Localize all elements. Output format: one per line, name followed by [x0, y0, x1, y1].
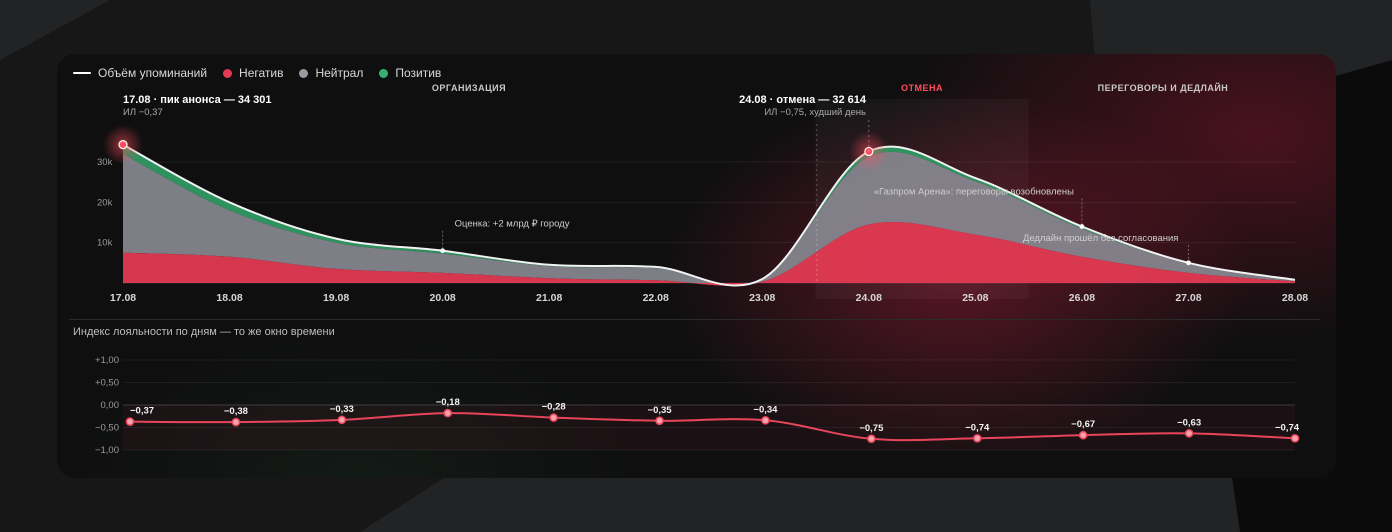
negative-zone	[123, 405, 1295, 450]
legend: Объём упоминаний Негатив Нейтрал Позитив	[73, 66, 457, 80]
legend-line-icon	[73, 72, 91, 74]
loyalty-value-label: −0,38	[224, 406, 248, 417]
loyalty-value-label: −0,74	[965, 422, 990, 433]
loyalty-y-tick-label: 0,00	[101, 400, 120, 411]
loyalty-point	[125, 417, 135, 426]
x-tick-label: 22.08	[643, 292, 669, 304]
phase-label-cancel: ОТМЕНА	[901, 83, 943, 93]
loyalty-value-label: −0,67	[1071, 419, 1095, 430]
loyalty-chart-title: Индекс лояльности по дням — то же окно в…	[73, 326, 335, 338]
annotation-point	[1079, 224, 1085, 229]
phase-label-negotiation: ПЕРЕГОВОРЫ И ДЕДЛАЙН	[1098, 82, 1229, 93]
x-tick-label: 21.08	[536, 292, 562, 304]
loyalty-point	[655, 416, 664, 426]
legend-dot-icon	[379, 68, 389, 78]
cancel-annotation-sub: ИЛ −0,75, худший день	[764, 107, 866, 118]
loyalty-value-label: −0,28	[542, 402, 566, 413]
loyalty-value-label: −0,34	[753, 404, 778, 415]
annotation-point	[440, 248, 446, 254]
legend-item-volume: Объём упоминаний	[73, 66, 207, 80]
annotation-label: Дедлайн прошёл без согласования	[1023, 233, 1179, 244]
loyalty-point	[443, 408, 453, 418]
loyalty-point	[231, 417, 241, 427]
area-neutral	[123, 151, 1295, 286]
area-positive	[123, 144, 1295, 286]
loyalty-value-label: −0,35	[648, 405, 673, 416]
chart-canvas: 10k 20k 30k 17.08 18.08 19.08 20.08 21.08 22.08 2…	[95, 82, 1308, 456]
loyalty-point	[761, 415, 770, 425]
legend-label-positive: Позитив	[395, 66, 442, 80]
highlight-point	[864, 146, 874, 157]
peak-annotation-sub: ИЛ −0,37	[123, 107, 163, 118]
legend-label-neutral: Нейтрал	[315, 66, 364, 80]
x-tick-label: 23.08	[749, 292, 775, 304]
area-negative	[123, 222, 1295, 286]
legend-label-negative: Негатив	[239, 66, 284, 80]
legend-label-volume: Объём упоминаний	[98, 66, 208, 80]
annotation-label: «Газпром Арена»: переговоры возобновлены	[874, 187, 1074, 198]
x-tick-label: 25.08	[962, 292, 988, 304]
loyalty-point	[1078, 430, 1088, 440]
loyalty-value-label: −0,63	[1177, 417, 1201, 428]
x-tick-label: 27.08	[1175, 292, 1201, 304]
loyalty-y-tick-label: −1,00	[95, 445, 119, 456]
x-tick-label: 24.08	[856, 292, 882, 304]
phase-label-organization: ОРГАНИЗАЦИЯ	[432, 83, 506, 93]
loyalty-point	[549, 413, 558, 422]
peak-annotation-title: 17.08 · пик анонса — 34 301	[123, 94, 272, 106]
annotation-label: Оценка: +2 млрд ₽ городу	[455, 219, 570, 230]
cancel-annotation-title: 24.08 · отмена — 32 614	[739, 94, 867, 106]
loyalty-line	[129, 412, 1296, 442]
x-tick-label: 18.08	[216, 292, 242, 304]
loyalty-y-tick-label: −0,50	[95, 423, 119, 434]
legend-dot-icon	[299, 68, 309, 78]
section-divider	[69, 319, 1320, 320]
loyalty-value-label: −0,33	[330, 404, 354, 415]
y-tick-label: 20k	[97, 197, 113, 208]
loyalty-point	[1290, 433, 1300, 443]
loyalty-point	[337, 415, 347, 425]
loyalty-point	[1184, 429, 1194, 438]
loyalty-value-label: −0,18	[436, 397, 460, 408]
annotation-point	[1186, 260, 1191, 266]
legend-item-neutral: Нейтрал	[299, 66, 363, 80]
loyalty-y-tick-label: +0,50	[95, 378, 119, 389]
x-tick-label: 19.08	[323, 292, 349, 304]
y-tick-label: 30k	[97, 157, 113, 168]
loyalty-value-label: −0,75	[859, 423, 884, 434]
legend-item-negative: Негатив	[223, 66, 283, 80]
loyalty-point	[972, 433, 982, 443]
loyalty-y-tick-label: +1,00	[95, 355, 119, 366]
legend-item-positive: Позитив	[379, 66, 441, 80]
x-tick-label: 26.08	[1069, 292, 1095, 304]
x-tick-label: 20.08	[429, 292, 455, 304]
x-tick-label: 28.08	[1282, 292, 1308, 304]
y-tick-label: 10k	[97, 238, 113, 249]
chart-card: 10k 20k 30k 17.08 18.08 19.08 20.08 21.08 22.08 2…	[57, 54, 1336, 478]
loyalty-value-label: −0,74	[1275, 422, 1300, 433]
x-tick-label: 17.08	[110, 292, 136, 304]
loyalty-point	[867, 434, 876, 444]
loyalty-value-label: −0,37	[130, 406, 154, 417]
legend-dot-icon	[223, 68, 233, 78]
highlight-point	[118, 140, 128, 150]
